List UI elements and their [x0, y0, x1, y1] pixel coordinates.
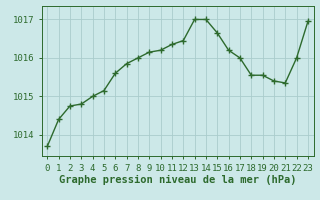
X-axis label: Graphe pression niveau de la mer (hPa): Graphe pression niveau de la mer (hPa) [59, 175, 296, 185]
